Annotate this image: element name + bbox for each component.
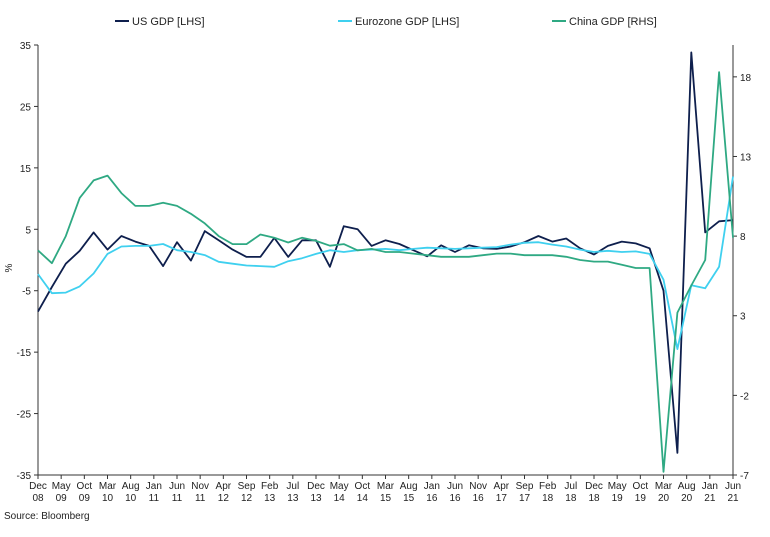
right-tick-label: 13 — [740, 152, 752, 163]
x-tick-month: Nov — [191, 481, 209, 492]
x-tick-month: May — [608, 481, 627, 492]
x-tick-year: 11 — [195, 493, 206, 504]
x-tick-month: Feb — [261, 481, 279, 492]
x-tick-month: Jun — [725, 481, 741, 492]
x-tick-year: 20 — [681, 493, 693, 504]
plot-frame — [37, 45, 734, 476]
series-line-china-gdp-rhs — [37, 71, 734, 473]
right-tick-label: 18 — [740, 73, 752, 84]
x-tick-month: Mar — [655, 481, 673, 492]
right-tick-label: 8 — [740, 232, 746, 243]
x-tick-month: Jan — [146, 481, 162, 492]
legend-label: US GDP [LHS] — [132, 16, 205, 28]
x-tick-month: Jul — [564, 481, 577, 492]
x-tick-year: 12 — [218, 493, 230, 504]
x-tick-month: May — [330, 481, 349, 492]
series-line-us-gdp-lhs — [37, 51, 734, 454]
x-tick-year: 18 — [588, 493, 600, 504]
x-tick-year: 21 — [704, 493, 716, 504]
left-axis: 35 25 15 5 -5 -15 -25 -35 — [17, 41, 38, 482]
x-tick-year: 16 — [449, 493, 461, 504]
x-tick-year: 16 — [426, 493, 438, 504]
x-tick-month: Jun — [169, 481, 185, 492]
x-tick-year: 17 — [519, 493, 531, 504]
x-tick-month: Dec — [307, 481, 325, 492]
x-tick-year: 11 — [172, 493, 183, 504]
x-tick-year: 10 — [102, 493, 114, 504]
left-tick-label: -25 — [17, 410, 32, 421]
x-tick-year: 19 — [635, 493, 647, 504]
x-tick-month: Mar — [377, 481, 395, 492]
x-tick-month: Jul — [286, 481, 299, 492]
left-tick-label: -35 — [17, 471, 32, 482]
x-tick-year: 13 — [287, 493, 299, 504]
x-tick-year: 19 — [612, 493, 624, 504]
x-tick-year: 12 — [241, 493, 253, 504]
x-tick-year: 14 — [357, 493, 369, 504]
x-tick-year: 09 — [79, 493, 91, 504]
x-tick-month: Aug — [678, 481, 696, 492]
x-tick-month: Nov — [469, 481, 487, 492]
left-tick-label: 25 — [20, 102, 32, 113]
series-lines — [37, 51, 734, 473]
x-tick-month: Feb — [539, 481, 557, 492]
x-tick-month: Dec — [585, 481, 603, 492]
legend-label: China GDP [RHS] — [569, 16, 657, 28]
x-tick-year: 13 — [264, 493, 276, 504]
x-tick-month: Jan — [424, 481, 440, 492]
x-tick-month: Oct — [355, 481, 371, 492]
x-tick-year: 20 — [658, 493, 670, 504]
x-tick-month: Apr — [216, 481, 232, 492]
series-line-eurozone-gdp-lhs — [37, 176, 734, 350]
x-axis: Dec08May09Oct09Mar10Aug10Jan11Jun11Nov11… — [29, 475, 741, 504]
x-tick-month: Apr — [494, 481, 510, 492]
right-axis: 18 13 8 3 -2 -7 — [733, 73, 752, 482]
x-tick-year: 18 — [565, 493, 577, 504]
x-tick-month: Jun — [447, 481, 463, 492]
legend-label: Eurozone GDP [LHS] — [355, 16, 459, 28]
x-tick-year: 15 — [380, 493, 392, 504]
y-axis-label-left: % — [4, 263, 15, 272]
x-tick-year: 10 — [125, 493, 137, 504]
x-tick-month: Dec — [29, 481, 47, 492]
source-note: Source: Bloomberg — [4, 511, 90, 522]
right-tick-label: -7 — [740, 471, 749, 482]
x-tick-year: 18 — [542, 493, 554, 504]
legend: US GDP [LHS] Eurozone GDP [LHS] China GDP … — [115, 16, 657, 28]
x-tick-year: 14 — [334, 493, 346, 504]
x-tick-month: May — [52, 481, 71, 492]
right-tick-label: -2 — [740, 391, 749, 402]
x-tick-year: 15 — [403, 493, 415, 504]
x-tick-year: 08 — [32, 493, 44, 504]
x-tick-year: 09 — [56, 493, 68, 504]
x-tick-year: 13 — [310, 493, 322, 504]
left-tick-label: 35 — [20, 41, 32, 52]
x-tick-year: 16 — [473, 493, 485, 504]
x-tick-month: Sep — [516, 481, 534, 492]
x-tick-month: Mar — [99, 481, 117, 492]
left-tick-label: -5 — [22, 287, 31, 298]
left-tick-label: 5 — [25, 225, 31, 236]
x-tick-month: Sep — [238, 481, 256, 492]
x-tick-month: Oct — [77, 481, 93, 492]
x-tick-month: Aug — [122, 481, 140, 492]
x-tick-month: Oct — [633, 481, 649, 492]
left-tick-label: 15 — [20, 164, 32, 175]
x-tick-year: 17 — [496, 493, 508, 504]
x-tick-year: 21 — [727, 493, 739, 504]
right-tick-label: 3 — [740, 312, 746, 323]
x-tick-month: Jan — [702, 481, 718, 492]
x-tick-month: Aug — [400, 481, 418, 492]
left-tick-label: -15 — [17, 348, 32, 359]
x-tick-year: 11 — [149, 493, 160, 504]
